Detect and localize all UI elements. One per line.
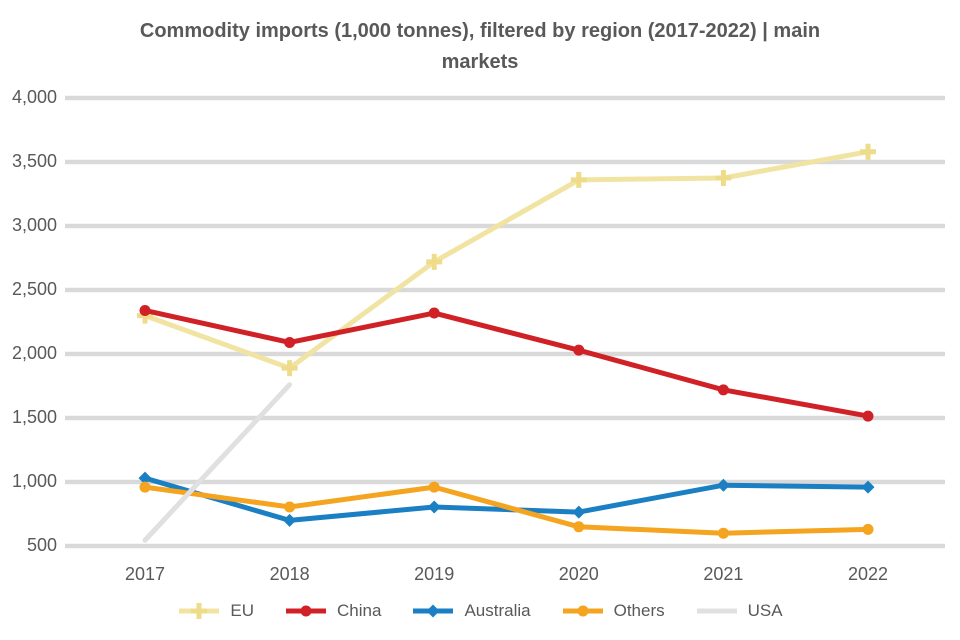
series-marker-icon <box>717 384 729 396</box>
legend: EU China Australia Others USA <box>0 601 960 621</box>
legend-item-others: Others <box>561 601 665 621</box>
legend-label: Australia <box>464 601 531 620</box>
y-tick-label: 500 <box>26 535 57 555</box>
y-tick-label: 1,500 <box>11 407 57 427</box>
series-marker-icon <box>281 360 298 377</box>
series-marker-icon <box>191 603 208 619</box>
series-marker-icon <box>426 604 440 618</box>
legend-swatch <box>179 603 220 619</box>
series-marker-icon <box>716 478 730 492</box>
series-line-usa <box>142 382 293 543</box>
x-tick-label: 2017 <box>124 564 166 584</box>
legend-item-usa: USA <box>695 601 783 621</box>
series-marker-icon <box>300 605 312 617</box>
legend-swatch <box>286 605 327 617</box>
legend-swatch <box>562 605 603 617</box>
series-marker-icon <box>138 471 152 485</box>
legend-item-eu: EU <box>177 601 254 621</box>
series-marker-icon <box>284 501 296 513</box>
y-tick-label: 4,000 <box>11 87 57 107</box>
y-tick-label: 3,000 <box>11 215 57 235</box>
y-tick-label: 3,500 <box>11 151 57 171</box>
y-tick-label: 1,000 <box>11 471 57 491</box>
series-marker-icon <box>283 513 297 527</box>
series-marker-icon <box>573 344 585 356</box>
legend-swatch <box>413 604 454 618</box>
series-marker-icon <box>427 500 441 514</box>
x-tick-label: 2020 <box>558 564 599 584</box>
x-tick-label: 2018 <box>269 564 310 584</box>
series-line-eu <box>142 149 871 371</box>
series-line-others <box>142 484 871 536</box>
legend-swatch <box>696 608 737 614</box>
series-marker-icon <box>426 253 443 270</box>
series-marker-icon <box>139 304 151 316</box>
series-line-australia <box>142 475 871 523</box>
chart-title-line1: Commodity imports (1,000 tonnes), filter… <box>139 20 821 42</box>
series-marker-icon <box>862 410 874 422</box>
y-tick-label: 2,000 <box>11 343 57 363</box>
series-marker-icon <box>428 481 440 493</box>
series-line-china <box>142 307 871 419</box>
legend-item-australia: Australia <box>411 601 531 621</box>
chart-title-line2: markets <box>441 51 519 73</box>
series-marker-icon <box>573 521 585 533</box>
series-marker-icon <box>862 523 874 535</box>
x-tick-label: 2022 <box>847 564 889 584</box>
series-marker-icon <box>139 481 151 493</box>
y-tick-label: 2,500 <box>11 279 57 299</box>
x-tick-label: 2019 <box>414 564 455 584</box>
series-marker-icon <box>860 143 876 160</box>
series-marker-icon <box>284 336 296 348</box>
legend-label: EU <box>230 601 255 620</box>
legend-label: China <box>337 601 382 620</box>
series-marker-icon <box>861 480 875 494</box>
x-tick-label: 2021 <box>703 564 744 584</box>
chart-title: Commodity imports (1,000 tonnes), filter… <box>0 16 960 78</box>
legend-label: Others <box>613 601 665 620</box>
legend-label: USA <box>747 601 783 620</box>
series-marker-icon <box>717 527 729 539</box>
series-marker-icon <box>572 505 586 519</box>
series-marker-icon <box>577 605 589 617</box>
series-marker-icon <box>715 170 732 186</box>
series-marker-icon <box>428 307 440 319</box>
series-marker-icon <box>570 171 587 188</box>
legend-item-china: China <box>284 601 381 621</box>
